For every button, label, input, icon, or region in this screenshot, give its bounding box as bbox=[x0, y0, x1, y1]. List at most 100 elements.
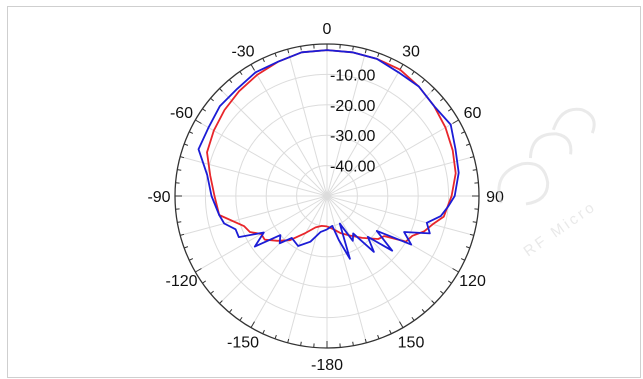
angular-spoke bbox=[326, 88, 435, 197]
angle-tick-label: -60 bbox=[170, 105, 193, 122]
plot-frame: 0 30 60 90 120 150 -180 -150 -120 -90 -60 -30 -10.00… bbox=[7, 6, 641, 378]
angle-tick-mark bbox=[377, 334, 380, 340]
angle-tick-mark bbox=[189, 131, 194, 134]
angle-tick-mark bbox=[180, 156, 185, 159]
angular-spoke bbox=[326, 49, 367, 197]
angle-tick-mark bbox=[183, 143, 189, 146]
polar-chart: 0 30 60 90 120 150 -180 -150 -120 -90 -60 -30 -10.00… bbox=[147, 21, 600, 374]
angular-spoke bbox=[326, 195, 367, 343]
angle-tick-mark bbox=[352, 341, 354, 346]
angular-spoke bbox=[326, 195, 459, 273]
angle-tick-mark bbox=[469, 156, 474, 159]
watermark-text: RF Micro bbox=[521, 198, 600, 261]
series-line-1 bbox=[197, 49, 460, 260]
angle-tick-label: 30 bbox=[402, 44, 420, 61]
angle-tick-label: 90 bbox=[486, 189, 504, 206]
angle-tick-mark bbox=[352, 46, 354, 51]
angle-tick-mark bbox=[183, 246, 189, 249]
label-layer: 0 30 60 90 120 150 -180 -150 -120 -90 -60 -30 -10.00… bbox=[147, 21, 504, 374]
angle-tick-label: -30 bbox=[231, 44, 254, 61]
angular-spoke bbox=[219, 88, 328, 197]
angle-tick-mark bbox=[177, 169, 182, 171]
angle-tick-mark bbox=[364, 338, 367, 343]
angle-tick-mark bbox=[262, 58, 265, 63]
angle-tick-mark bbox=[210, 290, 214, 295]
angle-tick-mark bbox=[389, 329, 392, 334]
angle-tick-label: -180 bbox=[311, 357, 343, 374]
angle-tick-mark bbox=[447, 108, 452, 112]
angle-tick-mark bbox=[250, 321, 255, 328]
radial-tick-label: -40.00 bbox=[330, 159, 375, 176]
angle-tick-mark bbox=[472, 169, 477, 171]
angle-tick-mark bbox=[219, 88, 223, 92]
watermark-logo-icon bbox=[497, 107, 596, 206]
angle-tick-mark bbox=[300, 46, 302, 51]
angle-tick-mark bbox=[452, 119, 459, 124]
angular-spoke bbox=[219, 195, 328, 304]
angle-tick-label: 120 bbox=[459, 273, 486, 290]
series-layer bbox=[197, 49, 460, 260]
angle-tick-mark bbox=[465, 143, 471, 146]
angle-tick-mark bbox=[177, 221, 182, 223]
angle-tick-mark bbox=[377, 52, 380, 58]
angle-tick-mark bbox=[239, 71, 243, 76]
angle-tick-mark bbox=[274, 52, 277, 58]
angle-tick-mark bbox=[195, 268, 202, 273]
angle-tick-mark bbox=[447, 280, 452, 284]
angle-tick-label: 150 bbox=[398, 334, 425, 351]
angle-tick-label: -90 bbox=[147, 189, 170, 206]
angle-tick-mark bbox=[202, 108, 207, 112]
angle-tick-mark bbox=[411, 71, 415, 76]
angle-tick-mark bbox=[411, 316, 415, 321]
angle-tick-mark bbox=[250, 64, 255, 71]
angle-tick-mark bbox=[228, 79, 233, 83]
angle-tick-mark bbox=[440, 97, 444, 102]
radial-tick-label: -30.00 bbox=[330, 128, 375, 145]
angle-tick-mark bbox=[389, 58, 392, 63]
angular-spoke bbox=[250, 64, 328, 197]
angular-spoke bbox=[287, 49, 328, 197]
angle-tick-mark bbox=[195, 119, 202, 124]
angle-tick-mark bbox=[262, 329, 265, 334]
angular-spoke bbox=[195, 119, 328, 197]
angle-tick-mark bbox=[421, 309, 426, 313]
angular-spoke bbox=[180, 195, 328, 236]
angular-spoke bbox=[326, 119, 459, 197]
angle-tick-mark bbox=[287, 338, 290, 343]
angle-tick-mark bbox=[399, 321, 404, 328]
radial-tick-label: -20.00 bbox=[330, 98, 375, 115]
angle-tick-mark bbox=[460, 258, 465, 261]
angle-tick-label: 0 bbox=[323, 21, 332, 38]
angle-tick-label: 60 bbox=[464, 105, 482, 122]
angle-tick-mark bbox=[431, 88, 435, 92]
angle-tick-mark bbox=[189, 258, 194, 261]
angular-spoke bbox=[326, 195, 474, 236]
angle-tick-mark bbox=[219, 300, 223, 304]
radial-tick-label: -10.00 bbox=[330, 67, 375, 84]
angle-tick-mark bbox=[460, 131, 465, 134]
angle-tick-mark bbox=[287, 49, 290, 54]
angle-tick-mark bbox=[202, 280, 207, 284]
angle-tick-mark bbox=[472, 221, 477, 223]
angle-tick-mark bbox=[452, 268, 459, 273]
angular-spoke bbox=[326, 156, 474, 197]
angle-tick-mark bbox=[431, 300, 435, 304]
angle-tick-label: -150 bbox=[227, 334, 259, 351]
angular-spoke bbox=[326, 195, 435, 304]
angle-tick-mark bbox=[469, 233, 474, 236]
angle-tick-mark bbox=[364, 49, 367, 54]
angle-tick-mark bbox=[228, 309, 233, 313]
angle-tick-mark bbox=[180, 233, 185, 236]
watermark: RF Micro bbox=[497, 107, 600, 261]
angle-tick-mark bbox=[300, 341, 302, 346]
angle-tick-mark bbox=[239, 316, 243, 321]
angle-tick-mark bbox=[465, 246, 471, 249]
polar-grid bbox=[174, 43, 480, 349]
angle-tick-mark bbox=[440, 290, 444, 295]
angle-tick-label: -120 bbox=[165, 273, 197, 290]
angular-spoke bbox=[287, 195, 328, 343]
angle-tick-mark bbox=[210, 97, 214, 102]
angle-tick-mark bbox=[274, 334, 277, 340]
angular-spoke bbox=[326, 64, 404, 197]
angular-spoke bbox=[250, 195, 328, 328]
